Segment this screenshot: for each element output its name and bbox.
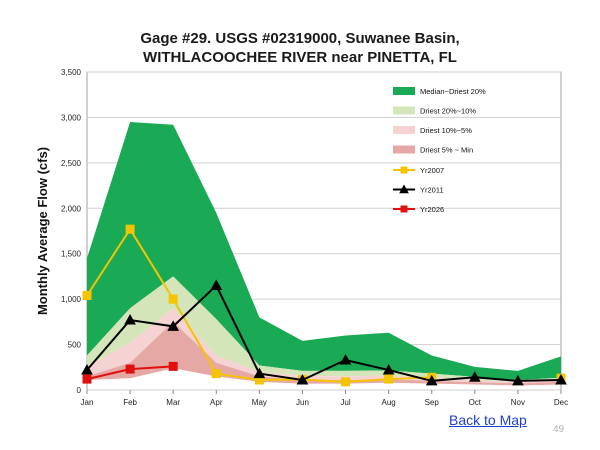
legend-label-yr2011: Yr2011 <box>420 186 444 195</box>
legend-label-band-2: Driest 20%~10% <box>420 107 476 116</box>
series-point-yr2007 <box>211 369 221 379</box>
series-point-yr2011 <box>124 314 136 325</box>
x-tick-label: Jan <box>81 398 94 407</box>
y-axis-label: Monthly Average Flow (cfs) <box>35 147 50 315</box>
legend-marker-yr2026 <box>400 205 408 213</box>
back-to-map-link[interactable]: Back to Map <box>449 412 527 428</box>
series-point-yr2007 <box>125 224 135 234</box>
y-tick-label: 500 <box>68 341 82 350</box>
x-tick-label: Dec <box>554 398 568 407</box>
x-tick-label: Jun <box>296 398 309 407</box>
legend-label-yr2026: Yr2026 <box>420 205 444 214</box>
y-tick-label: 2,500 <box>61 159 82 168</box>
series-point-yr2007 <box>384 374 394 384</box>
x-tick-label: Feb <box>123 398 137 407</box>
legend-label-band-3: Driest 10%~5% <box>420 126 472 135</box>
series-point-yr2011 <box>167 320 180 331</box>
chart-title-line-2: WITHLACOOCHEE RIVER near PINETTA, FL <box>143 49 457 66</box>
y-tick-label: 3,000 <box>61 113 82 122</box>
series-point-yr2026 <box>82 374 92 384</box>
series-point-yr2011 <box>425 374 438 386</box>
x-tick-label: Aug <box>382 398 396 407</box>
x-tick-label: Apr <box>210 398 223 407</box>
series-point-yr2011 <box>512 374 524 386</box>
y-tick-label: 3,500 <box>61 68 82 77</box>
y-tick-label: 0 <box>77 386 82 395</box>
series-point-yr2011 <box>253 367 266 379</box>
series-point-yr2011 <box>210 279 223 291</box>
series-point-yr2011 <box>382 363 395 375</box>
x-tick-label: Sep <box>425 398 440 407</box>
series-point-yr2007 <box>82 291 92 301</box>
legend-label-band-4: Driest 5% ~ Min <box>420 146 473 155</box>
series-point-yr2011 <box>468 371 481 382</box>
series-point-yr2011 <box>339 353 352 365</box>
series-point-yr2011 <box>296 373 309 385</box>
x-tick-label: May <box>252 398 267 407</box>
series-point-yr2011 <box>81 363 93 375</box>
page-number: 49 <box>553 424 565 435</box>
legend-label-band-1: Median~Driest 20% <box>420 87 486 96</box>
series-point-yr2026 <box>168 361 178 371</box>
legend-swatch-band-4 <box>393 145 415 154</box>
x-tick-label: Nov <box>511 398 525 407</box>
y-tick-label: 2,000 <box>61 204 82 213</box>
legend-marker-yr2007 <box>400 166 408 174</box>
band-1 <box>87 121 561 381</box>
series-point-yr2011 <box>555 373 567 385</box>
legend-swatch-band-2 <box>393 106 415 115</box>
legend-swatch-band-1 <box>393 87 415 95</box>
series-point-yr2007 <box>168 294 178 304</box>
x-tick-label: Oct <box>469 398 482 407</box>
x-tick-label: Mar <box>166 398 180 407</box>
x-tick-label: Jul <box>340 398 350 407</box>
series-line-yr2011 <box>86 283 562 382</box>
legend-label-yr2007: Yr2007 <box>420 166 444 175</box>
y-tick-label: 1,000 <box>61 295 82 304</box>
y-tick-label: 1,500 <box>61 250 82 259</box>
legend-swatch-band-3 <box>393 126 415 134</box>
chart-title-line-1: Gage #29. USGS #02319000, Suwanee Basin, <box>140 30 460 47</box>
band-4 <box>87 321 561 386</box>
legend-marker-yr2011 <box>399 184 409 194</box>
series-point-yr2026 <box>125 364 135 374</box>
series-point-yr2007 <box>341 377 351 387</box>
